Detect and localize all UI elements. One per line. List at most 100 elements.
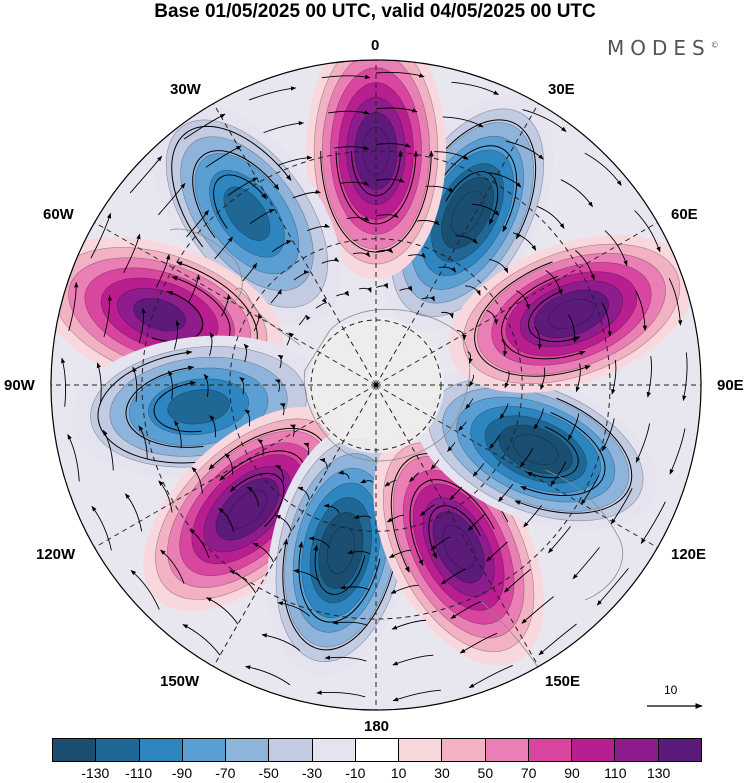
wind-arrow: [244, 409, 251, 427]
colorbar-swatch: [226, 739, 270, 761]
wind-arrow: [533, 408, 544, 430]
colorbar-tick-label: 30: [434, 765, 450, 781]
lon-label-30e: 30E: [548, 81, 575, 98]
wind-arrow: [206, 597, 239, 625]
colorbar-swatch: [139, 739, 183, 761]
wind-arrow: [467, 514, 485, 531]
colorbar-tick-label: 50: [477, 765, 494, 781]
lon-label-150e: 150E: [545, 673, 581, 690]
wind-arrow: [450, 600, 482, 619]
wind-arrow: [438, 266, 457, 273]
colorbar-tick-label: -50: [258, 765, 279, 781]
colorbar-swatch: [312, 739, 356, 761]
wind-arrow: [323, 503, 340, 514]
wind-arrow: [324, 655, 367, 662]
wind-arrow: [209, 415, 216, 438]
wind-arrow: [353, 514, 372, 519]
wind-arrow: [155, 254, 171, 288]
wind-arrow: [244, 665, 291, 686]
colorbar-swatch: [658, 739, 701, 761]
wind-arrow: [303, 442, 310, 456]
wind-arrow: [375, 107, 418, 113]
wind-arrow: [102, 429, 114, 471]
colorbar: [52, 738, 702, 762]
wind-arrow: [347, 549, 371, 555]
wind-arrow: [138, 307, 146, 344]
colorbar-swatch: [53, 739, 97, 761]
wind-arrow: [499, 403, 509, 420]
wind-arrow: [277, 354, 284, 369]
lon-label-30w: 30W: [170, 81, 201, 98]
wind-arrow: [67, 433, 80, 482]
lon-label-120w: 120W: [36, 546, 76, 563]
wind-arrow: [292, 189, 321, 199]
wind-arrow: [489, 434, 500, 449]
wind-arrow: [336, 290, 350, 297]
wind-arrow: [545, 270, 563, 295]
wind-arrow: [534, 326, 543, 350]
wind-arrow: [242, 262, 258, 282]
wind-arrow: [634, 210, 661, 253]
wind-arrow: [209, 332, 215, 356]
wind-arrow: [420, 504, 435, 517]
wind-arrow: [472, 463, 485, 477]
wind-arrow: [523, 505, 543, 528]
wind-arrow: [611, 359, 617, 395]
colorbar-tick-label: 110: [604, 765, 627, 781]
wind-arrow: [263, 121, 305, 134]
wind-arrow: [252, 542, 275, 563]
wind-arrow: [467, 351, 473, 364]
wind-arrow: [132, 366, 138, 402]
wind-arrow: [346, 216, 370, 222]
colorbar-swatch: [528, 739, 573, 761]
wind-arrow: [455, 235, 478, 245]
wind-arrow: [550, 461, 567, 486]
wind-arrow: [68, 281, 79, 331]
wind-arrow: [580, 474, 600, 505]
wind-arrow: [183, 113, 226, 140]
wind-arrow: [316, 690, 366, 698]
wind-arrow: [123, 233, 141, 273]
wind-arrow: [332, 620, 368, 626]
pole-marker: [374, 383, 378, 387]
colorbar-tick-label: -10: [345, 765, 366, 781]
wind-arrow: [456, 330, 467, 341]
wind-arrow: [610, 488, 633, 525]
wind-arrow: [277, 601, 311, 617]
wind-arrow: [536, 205, 565, 229]
wind-arrow: [130, 570, 160, 610]
wind-arrow: [575, 250, 595, 281]
wind-arrow: [447, 441, 456, 452]
wind-arrow: [261, 633, 301, 651]
wind-arrow: [635, 423, 651, 463]
wind-arrow: [186, 209, 209, 238]
wind-arrow: [124, 493, 143, 532]
wind-arrow: [249, 209, 275, 225]
wind-arrow: [601, 302, 612, 337]
wind-arrow: [168, 370, 173, 400]
wind-arrow: [538, 623, 577, 656]
wind-arrow: [416, 220, 440, 226]
wind-arrow: [560, 179, 593, 208]
wind-arrow: [297, 486, 310, 501]
colorbar-tick-label: -110: [125, 765, 153, 781]
wind-arrow: [275, 515, 292, 532]
wind-arrow: [440, 568, 466, 585]
wind-arrow: [289, 424, 296, 437]
wind-arrow: [248, 86, 297, 101]
wind-arrow: [338, 470, 350, 479]
wind-arrow: [229, 570, 257, 594]
anomaly-field: [51, 60, 695, 677]
wind-arrow: [430, 459, 440, 470]
wind-arrow: [408, 252, 426, 259]
wind-arrow: [568, 314, 577, 343]
colorbar-tick-label: 10: [390, 765, 407, 781]
wind-arrow: [635, 290, 648, 332]
wind-arrow: [488, 258, 509, 274]
colorbar-tick-label: -90: [171, 765, 193, 781]
colorbar-tick-label: 70: [520, 765, 537, 781]
brand-name: MODES: [607, 36, 711, 60]
wind-arrow: [160, 549, 185, 584]
wind-arrow: [358, 287, 372, 293]
